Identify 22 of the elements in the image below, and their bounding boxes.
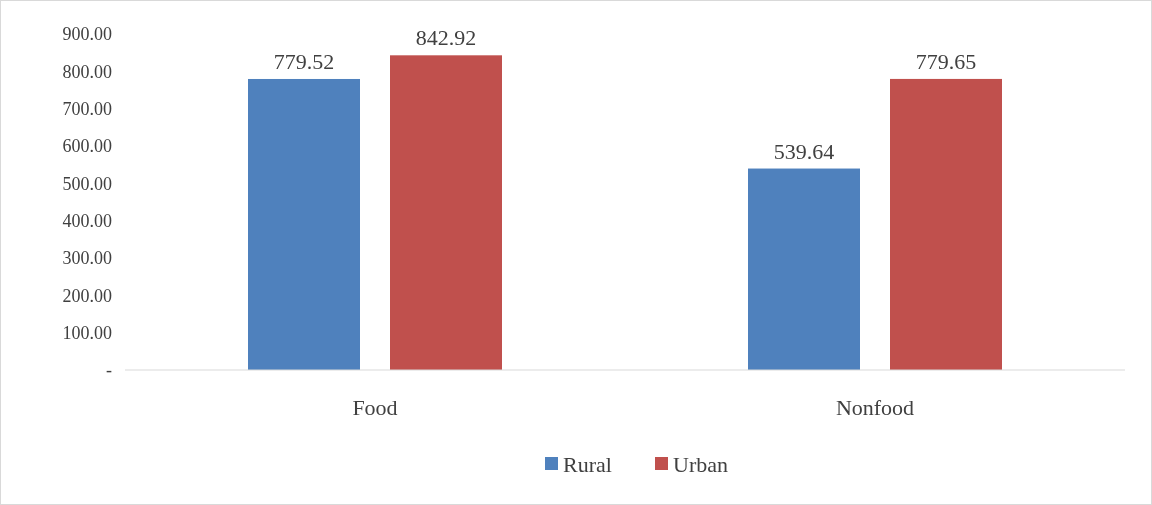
data-label: 779.52 <box>273 48 335 74</box>
y-tick-label: 200.00 <box>62 285 112 306</box>
legend-label: Rural <box>563 451 612 477</box>
y-tick-label: 500.00 <box>62 173 112 194</box>
y-tick-label: 300.00 <box>62 248 112 269</box>
y-tick-label: 800.00 <box>62 61 112 82</box>
legend-label: Urban <box>673 451 728 477</box>
x-tick-label: Food <box>352 395 398 420</box>
data-label: 842.92 <box>415 25 477 51</box>
y-tick-label: - <box>106 360 112 381</box>
x-tick-label: Nonfood <box>835 395 915 420</box>
bar <box>890 78 1002 370</box>
data-label: 539.64 <box>773 138 835 164</box>
y-tick-label: 900.00 <box>62 24 112 45</box>
bar <box>248 78 360 370</box>
bar <box>390 55 502 370</box>
y-tick-label: 400.00 <box>62 210 112 231</box>
y-tick-label: 600.00 <box>62 136 112 157</box>
y-tick-label: 100.00 <box>62 322 112 343</box>
data-label: 779.65 <box>915 48 977 74</box>
bar <box>748 168 860 370</box>
y-tick-label: 700.00 <box>62 98 112 119</box>
